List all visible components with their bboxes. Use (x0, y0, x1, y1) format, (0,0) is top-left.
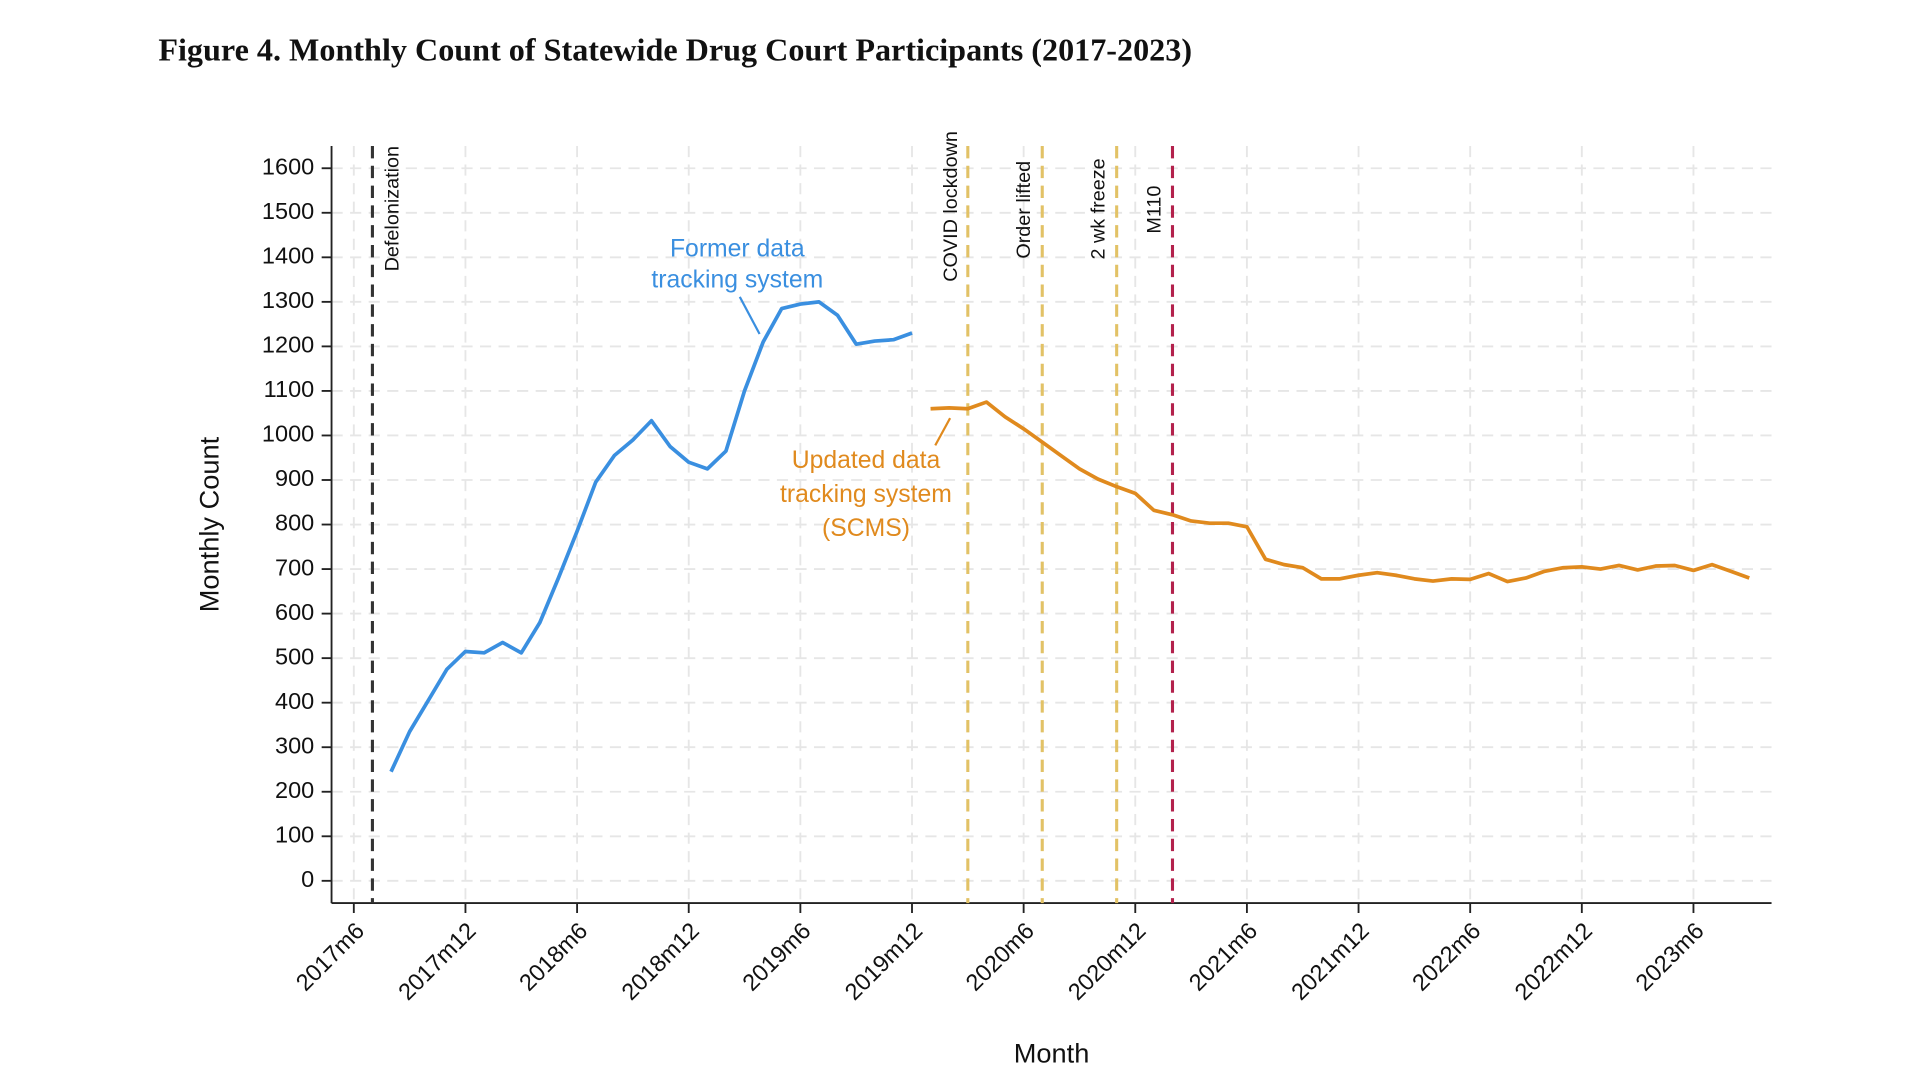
y-tick-label: 1300 (262, 287, 314, 313)
x-tick-label: 2020m12 (1063, 917, 1151, 1005)
x-axis-label: Month (1014, 1037, 1090, 1068)
y-tick-label: 900 (275, 465, 314, 491)
series-line (389, 300, 913, 773)
x-tick-label: 2022m6 (1407, 917, 1485, 995)
y-tick-label: 1400 (262, 243, 314, 269)
y-tick-label: 600 (275, 599, 314, 625)
series-line (930, 400, 1750, 584)
x-tick-label: 2020m6 (961, 917, 1039, 995)
x-tick-label: 2019m12 (840, 917, 928, 1005)
y-tick-label: 200 (275, 777, 314, 803)
x-tick-label: 2021m6 (1184, 917, 1262, 995)
x-tick-label: 2023m6 (1630, 917, 1708, 995)
annotation: Former data (670, 235, 805, 262)
event-label: 2 wk freeze (1088, 158, 1110, 259)
x-tick-label: 2021m12 (1286, 917, 1374, 1005)
y-tick-label: 1600 (262, 153, 314, 179)
x-tick-label: 2022m12 (1509, 917, 1597, 1005)
y-tick-label: 1500 (262, 198, 314, 224)
y-tick-label: 1000 (262, 421, 314, 447)
event-label: Defelonization (382, 146, 404, 271)
annotation: tracking system (780, 481, 952, 508)
event-label: Order lifted (1013, 161, 1035, 259)
y-axis-label: Monthly Count (194, 436, 225, 612)
annotation: Updated data (792, 447, 941, 474)
y-tick-label: 1200 (262, 332, 314, 358)
chart-title: Figure 4. Monthly Count of Statewide Dru… (158, 32, 1192, 68)
event-label: COVID lockdown (940, 131, 962, 282)
x-tick-label: 2018m6 (514, 917, 592, 995)
x-tick-label: 2017m6 (291, 917, 369, 995)
y-tick-label: 300 (275, 732, 314, 758)
y-tick-label: 0 (301, 866, 314, 892)
x-tick-label: 2017m12 (393, 917, 481, 1005)
event-label: M110 (1143, 186, 1165, 234)
annotation-pointer (934, 417, 952, 446)
y-tick-label: 700 (275, 554, 314, 580)
y-tick-label: 1100 (264, 376, 315, 402)
annotation: (SCMS) (822, 515, 910, 542)
y-tick-label: 400 (275, 688, 314, 714)
y-tick-label: 800 (275, 510, 314, 536)
x-tick-label: 2018m12 (616, 917, 704, 1005)
y-tick-label: 500 (275, 643, 314, 669)
x-tick-label: 2019m6 (737, 917, 815, 995)
annotation: tracking system (651, 266, 823, 293)
annotation-pointer (738, 296, 761, 335)
y-tick-label: 100 (275, 821, 314, 847)
